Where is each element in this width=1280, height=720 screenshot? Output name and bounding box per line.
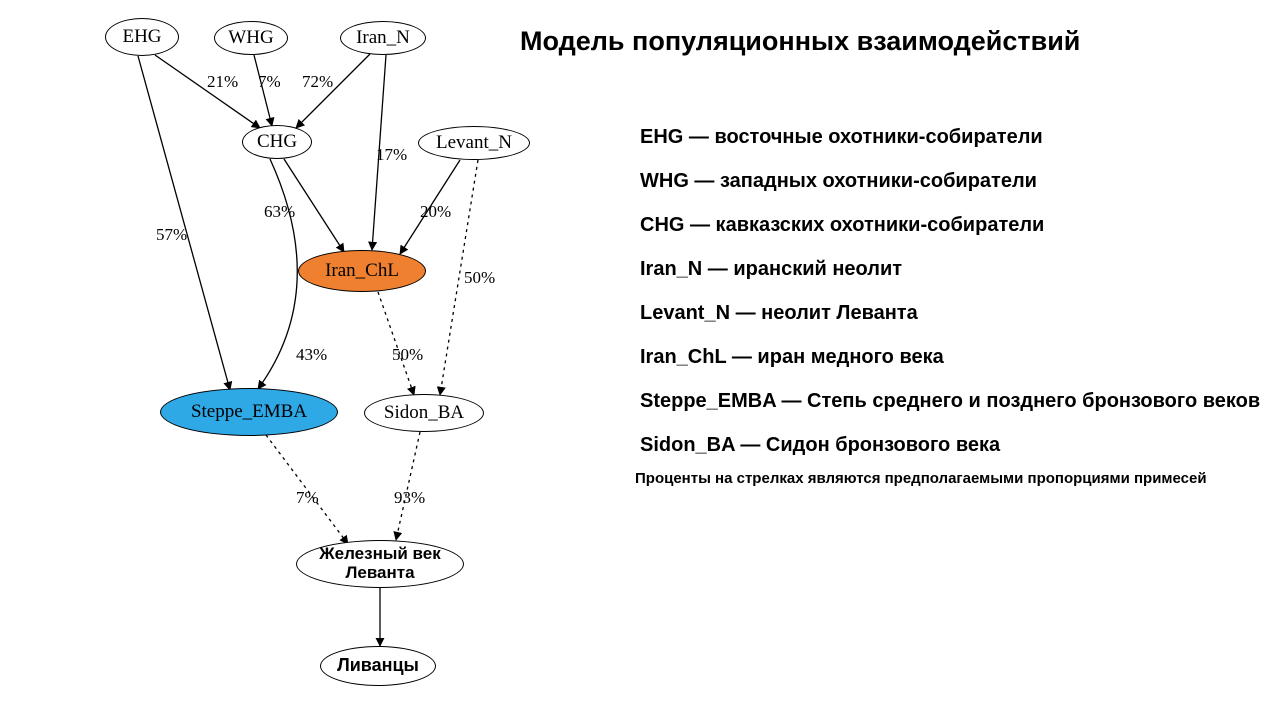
edge-label-steppe-ironage: 7% — [296, 488, 319, 508]
edge-label-levant_n-sidon: 50% — [464, 268, 495, 288]
edge-label-iran_n-chg: 72% — [302, 72, 333, 92]
edge-label-ehg-steppe: 57% — [156, 225, 187, 245]
edge-label-chg-iran_chl: 63% — [264, 202, 295, 222]
legend-item: Sidon_BA — Сидон бронзового века — [640, 428, 1260, 462]
diagram-stage: Модель популяционных взаимодействий EHG … — [0, 0, 1280, 720]
node-iran_n: Iran_N — [340, 21, 426, 55]
legend-item: CHG — кавказских охотники-собиратели — [640, 208, 1260, 242]
node-levant_n: Levant_N — [418, 126, 530, 160]
node-iran_chl: Iran_ChL — [298, 250, 426, 292]
node-chg: CHG — [242, 125, 312, 159]
edge-label-sidon-ironage: 93% — [394, 488, 425, 508]
legend-item: Iran_ChL — иран медного века — [640, 340, 1260, 374]
edge-ehg-steppe — [138, 56, 230, 390]
node-steppe: Steppe_EMBA — [160, 388, 338, 436]
edge-label-chg-steppe: 43% — [296, 345, 327, 365]
edge-label-iran_n-iran_chl: 17% — [376, 145, 407, 165]
node-ironage: Железный век Леванта — [296, 540, 464, 588]
page-title: Модель популяционных взаимодействий — [520, 26, 1080, 57]
footnote: Проценты на стрелках являются предполага… — [635, 470, 1207, 487]
node-ehg: EHG — [105, 18, 179, 56]
legend-item: EHG — восточные охотники-собиратели — [640, 120, 1260, 154]
node-lebanese: Ливанцы — [320, 646, 436, 686]
edge-iran_chl-sidon — [378, 292, 414, 395]
legend: EHG — восточные охотники-собиратели WHG —… — [640, 120, 1260, 472]
node-sidon: Sidon_BA — [364, 394, 484, 432]
edge-label-whg-chg: 7% — [258, 72, 281, 92]
legend-item: WHG — западных охотники-собиратели — [640, 164, 1260, 198]
legend-item: Levant_N — неолит Леванта — [640, 296, 1260, 330]
node-whg: WHG — [214, 21, 288, 55]
legend-item: Iran_N — иранский неолит — [640, 252, 1260, 286]
edge-label-ehg-chg: 21% — [207, 72, 238, 92]
edge-chg-steppe — [258, 159, 297, 389]
edge-sidon-ironage — [396, 432, 420, 540]
edge-label-iran_chl-sidon: 50% — [392, 345, 423, 365]
legend-item: Steppe_EMBA — Степь среднего и позднего … — [640, 384, 1260, 418]
edge-label-levant_n-iran_chl: 20% — [420, 202, 451, 222]
